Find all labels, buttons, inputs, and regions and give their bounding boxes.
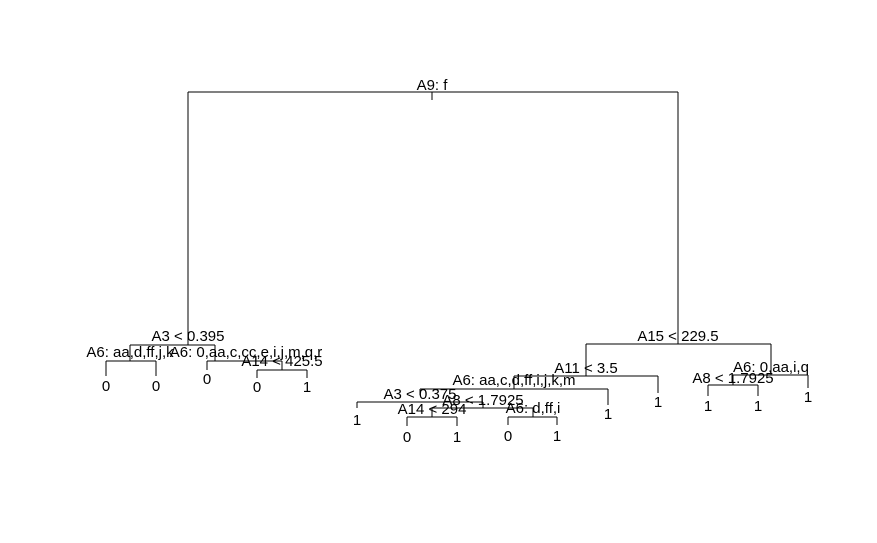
leaf: 1 [453, 429, 461, 446]
leaf: 1 [303, 379, 311, 396]
a6-aadffjk-label: A6: aa,d,ff,j,k [86, 344, 174, 361]
leaf: 0 [403, 429, 411, 446]
a6-dffi-label: A6: d,ff,i [506, 400, 561, 417]
leaf: 0 [504, 428, 512, 445]
leaf: 1 [754, 398, 762, 415]
leaf: 0 [203, 371, 211, 388]
leaf: 1 [704, 398, 712, 415]
a8-17925-right-label: A8 < 1.7925 [692, 370, 773, 387]
leaf: 1 [804, 389, 812, 406]
a6-aacdffijkm-label: A6: aa,c,d,ff,i,j,k,m [452, 372, 575, 389]
leaf: 1 [604, 406, 612, 423]
leaf: 1 [553, 428, 561, 445]
leaf: 0 [253, 379, 261, 396]
a3-0395-label: A3 < 0.395 [152, 328, 225, 345]
leaf: 0 [152, 378, 160, 395]
a14-4255-label: A14 < 425.5 [241, 353, 322, 370]
leaf: 0 [102, 378, 110, 395]
a15-2295-label: A15 < 229.5 [637, 328, 718, 345]
a14-294-label: A14 < 294 [398, 401, 467, 418]
leaf: 1 [353, 412, 361, 429]
root-split-label: A9: f [417, 77, 449, 94]
leaf: 1 [654, 394, 662, 411]
